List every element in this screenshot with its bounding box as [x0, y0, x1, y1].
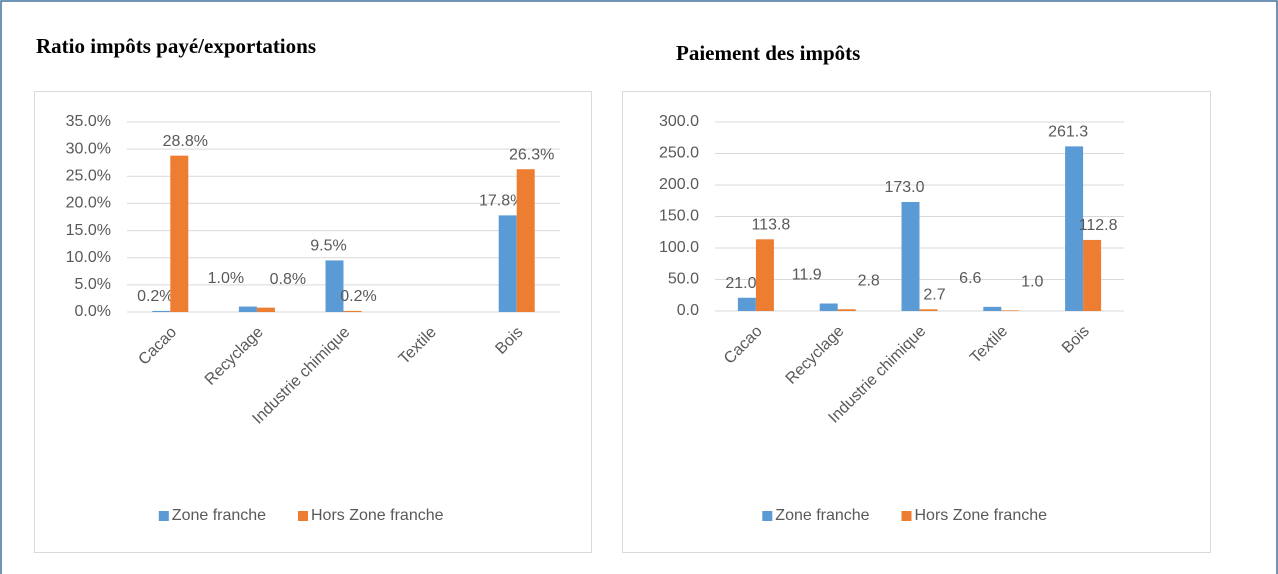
y-tick-label: 300.0 — [659, 113, 699, 130]
y-tick-label: 30.0% — [66, 140, 111, 157]
chart-title: Ratio impôts payé/exportations — [36, 34, 316, 58]
chart-frame — [622, 91, 1211, 553]
y-tick-label: 0.0% — [75, 303, 111, 320]
bar — [325, 260, 344, 312]
data-label: 261.3 — [1048, 124, 1088, 141]
data-label: 21.0 — [725, 275, 756, 292]
data-label: 11.9 — [792, 267, 822, 284]
data-label: 1.0% — [208, 270, 244, 287]
y-tick-label: 200.0 — [659, 176, 699, 193]
bar — [170, 155, 189, 312]
y-tick-label: 15.0% — [66, 222, 111, 239]
data-label: 112.8 — [1079, 217, 1118, 234]
y-tick-label: 50.0 — [668, 271, 699, 288]
bar — [1001, 310, 1020, 311]
y-tick-label: 5.0% — [75, 276, 111, 293]
data-label: 0.2% — [340, 288, 376, 305]
bar — [152, 310, 171, 312]
data-label: 0.2% — [137, 288, 173, 305]
bar — [901, 202, 920, 311]
bar — [1083, 239, 1102, 311]
y-tick-label: 20.0% — [66, 195, 111, 212]
bar — [755, 239, 774, 311]
bar — [1065, 146, 1084, 311]
legend-label: Hors Zone franche — [311, 507, 444, 524]
bar — [819, 303, 838, 311]
bar — [238, 306, 257, 312]
y-tick-label: 25.0% — [66, 168, 111, 185]
bar — [837, 309, 856, 311]
data-label: 0.8% — [270, 271, 306, 288]
y-tick-label: 250.0 — [659, 145, 699, 162]
bar — [498, 215, 517, 312]
legend-swatch — [762, 511, 773, 521]
legend-swatch — [298, 511, 308, 521]
y-tick-label: 100.0 — [659, 239, 699, 256]
chart-frame — [34, 91, 592, 553]
y-tick-label: 35.0% — [66, 113, 111, 130]
data-label: 173.0 — [884, 179, 924, 196]
legend-label: Zone franche — [775, 507, 869, 524]
legend-label: Zone franche — [172, 507, 266, 524]
bar — [737, 297, 756, 311]
y-tick-label: 150.0 — [659, 208, 699, 225]
data-label: 9.5% — [310, 238, 346, 255]
y-tick-label: 10.0% — [66, 249, 111, 266]
data-label: 17.8% — [479, 193, 524, 210]
data-label: 1.0 — [1021, 274, 1043, 291]
legend-swatch — [158, 511, 169, 521]
legend-swatch — [901, 511, 912, 521]
data-label: 2.8 — [858, 272, 880, 289]
bar — [919, 309, 938, 311]
y-tick-label: 0.0 — [677, 302, 699, 319]
data-label: 26.3% — [509, 146, 554, 163]
data-label: 6.6 — [959, 270, 981, 287]
bar — [516, 169, 535, 312]
bar — [256, 307, 275, 312]
data-label: 2.7 — [923, 287, 945, 304]
chart-title: Paiement des impôts — [676, 41, 860, 65]
bar — [343, 310, 362, 312]
legend-label: Hors Zone franche — [915, 507, 1048, 524]
bar — [983, 306, 1002, 311]
data-label: 113.8 — [751, 217, 790, 234]
data-label: 28.8% — [163, 133, 208, 150]
